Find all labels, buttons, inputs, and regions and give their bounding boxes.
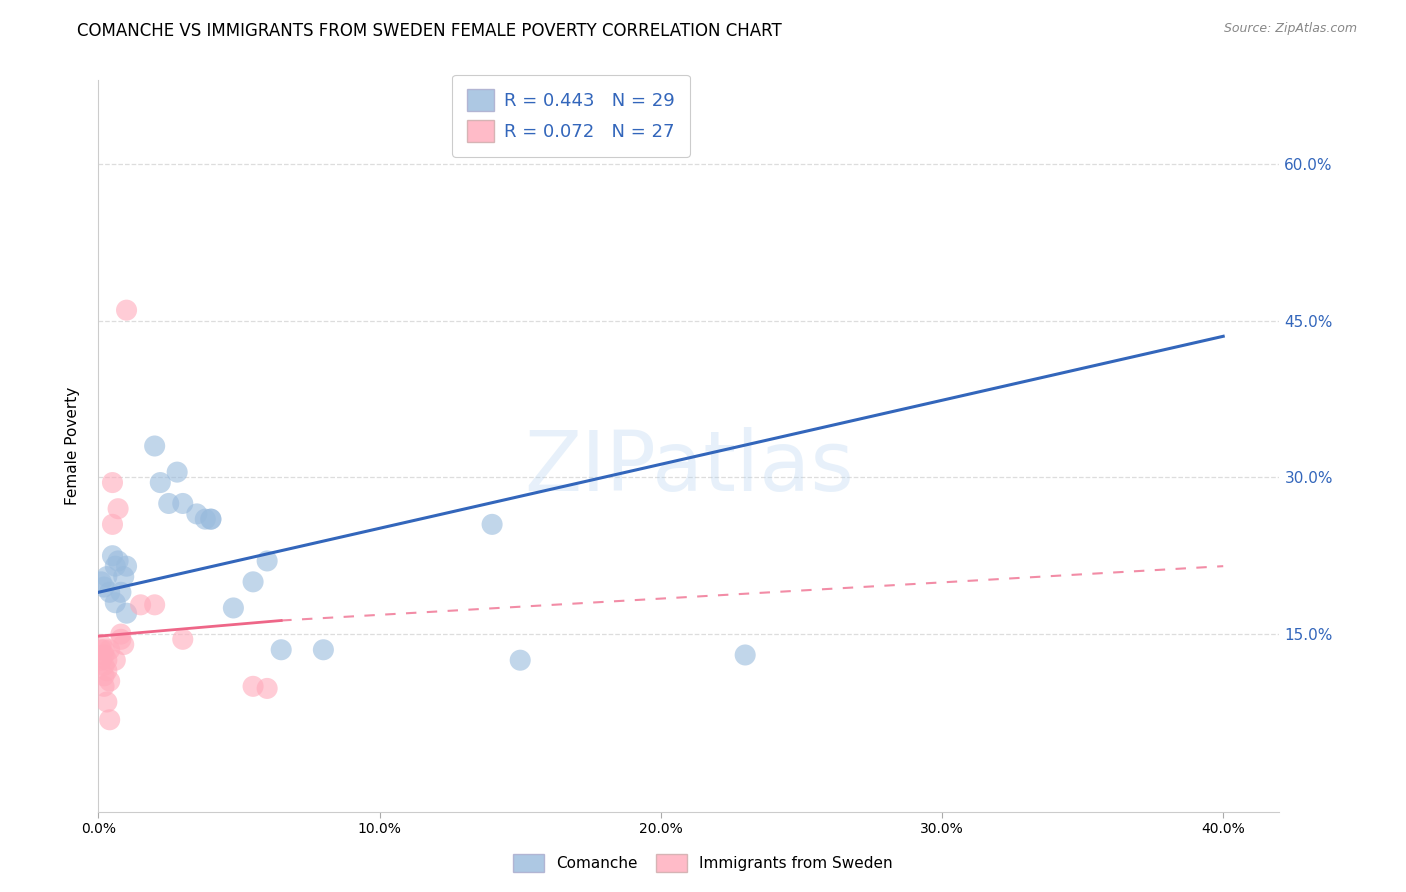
Point bbox=[149, 475, 172, 490]
Point bbox=[256, 554, 278, 568]
Point bbox=[93, 658, 115, 673]
Point bbox=[96, 653, 118, 667]
Point bbox=[101, 549, 124, 563]
Point bbox=[242, 679, 264, 693]
Text: Source: ZipAtlas.com: Source: ZipAtlas.com bbox=[1223, 22, 1357, 36]
Point bbox=[636, 130, 658, 145]
Point bbox=[143, 439, 166, 453]
Point bbox=[222, 601, 245, 615]
Point bbox=[143, 598, 166, 612]
Point bbox=[110, 632, 132, 647]
Point bbox=[107, 501, 129, 516]
Point bbox=[110, 585, 132, 599]
Point bbox=[172, 632, 194, 647]
Point bbox=[129, 598, 152, 612]
Point bbox=[96, 569, 118, 583]
Point bbox=[107, 554, 129, 568]
Point bbox=[312, 642, 335, 657]
Point bbox=[110, 627, 132, 641]
Point bbox=[101, 475, 124, 490]
Point bbox=[256, 681, 278, 696]
Point bbox=[104, 596, 127, 610]
Text: ZIPatlas: ZIPatlas bbox=[524, 427, 853, 508]
Point bbox=[242, 574, 264, 589]
Point bbox=[270, 642, 292, 657]
Point bbox=[734, 648, 756, 662]
Point bbox=[112, 638, 135, 652]
Point bbox=[194, 512, 217, 526]
Point bbox=[115, 559, 138, 574]
Point bbox=[98, 585, 121, 599]
Point bbox=[98, 642, 121, 657]
Point bbox=[115, 606, 138, 620]
Point bbox=[90, 642, 112, 657]
Point bbox=[200, 512, 222, 526]
Point bbox=[98, 713, 121, 727]
Text: COMANCHE VS IMMIGRANTS FROM SWEDEN FEMALE POVERTY CORRELATION CHART: COMANCHE VS IMMIGRANTS FROM SWEDEN FEMAL… bbox=[77, 22, 782, 40]
Point bbox=[90, 653, 112, 667]
Legend: Comanche, Immigrants from Sweden: Comanche, Immigrants from Sweden bbox=[506, 846, 900, 880]
Legend: R = 0.443   N = 29, R = 0.072   N = 27: R = 0.443 N = 29, R = 0.072 N = 27 bbox=[453, 75, 689, 157]
Point bbox=[93, 679, 115, 693]
Point bbox=[157, 496, 180, 510]
Y-axis label: Female Poverty: Female Poverty bbox=[65, 387, 80, 505]
Point bbox=[104, 653, 127, 667]
Point bbox=[172, 496, 194, 510]
Point bbox=[93, 669, 115, 683]
Point bbox=[98, 674, 121, 689]
Point bbox=[96, 664, 118, 678]
Point bbox=[93, 648, 115, 662]
Point bbox=[200, 512, 222, 526]
Point bbox=[104, 559, 127, 574]
Point bbox=[93, 642, 115, 657]
Point bbox=[90, 638, 112, 652]
Point bbox=[101, 517, 124, 532]
Point bbox=[90, 574, 112, 589]
Point bbox=[509, 653, 531, 667]
Point bbox=[112, 569, 135, 583]
Point bbox=[93, 580, 115, 594]
Point bbox=[96, 695, 118, 709]
Point bbox=[166, 465, 188, 479]
Point bbox=[186, 507, 208, 521]
Point bbox=[481, 517, 503, 532]
Point bbox=[115, 303, 138, 318]
